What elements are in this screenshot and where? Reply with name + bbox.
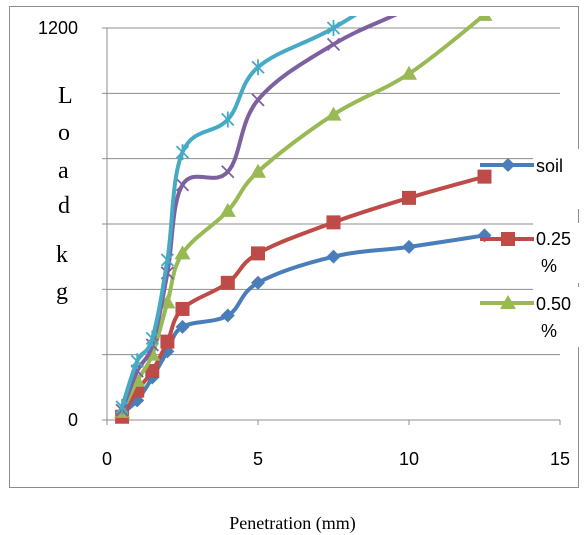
data-point	[220, 308, 235, 323]
data-point	[250, 163, 266, 178]
data-point	[326, 215, 341, 230]
y-axis-title-letter: g	[56, 279, 68, 305]
data-point	[174, 245, 191, 260]
legend-label-unit: %	[541, 256, 557, 276]
data-point	[221, 165, 235, 179]
y-tick-label: 0	[68, 410, 78, 430]
legend-label: 0.25	[536, 229, 571, 249]
data-point	[402, 190, 416, 205]
data-point	[326, 20, 341, 36]
x-tick-label: 10	[399, 449, 419, 469]
legend-label: 0.50	[536, 294, 571, 314]
data-point	[175, 301, 190, 316]
y-axis-title-backdrop	[46, 76, 94, 366]
data-point	[175, 144, 190, 161]
legend-backdrop	[533, 223, 585, 283]
data-point	[251, 59, 265, 76]
data-point	[402, 239, 416, 254]
data-point	[326, 37, 341, 51]
legend-backdrop	[533, 287, 585, 347]
series-unlabeled-4	[115, 16, 358, 415]
data-point	[160, 251, 175, 268]
data-point	[175, 319, 190, 334]
data-point	[326, 249, 341, 264]
series-line	[120, 16, 358, 409]
series-layer	[114, 2, 493, 424]
legend-entry: soil	[480, 149, 585, 209]
x-tick-label: 5	[253, 449, 263, 469]
y-axis-title-letter: k	[56, 242, 68, 268]
data-point	[130, 353, 144, 370]
data-point	[251, 246, 265, 261]
legend-entry: 0.25%	[480, 223, 585, 283]
legend-label: soil	[536, 156, 563, 176]
data-point	[401, 65, 417, 80]
data-point	[220, 275, 235, 290]
series-line	[120, 233, 487, 416]
data-point	[501, 232, 515, 246]
y-axis-title-letter: L	[58, 83, 73, 109]
data-point	[251, 93, 265, 107]
x-tick-label: 15	[550, 449, 570, 469]
y-axis-title-letter: o	[58, 120, 70, 146]
data-point	[501, 158, 515, 172]
y-axis-title-letter: a	[58, 158, 69, 184]
data-point	[145, 364, 160, 378]
x-tick-label: 0	[102, 449, 112, 469]
data-point	[500, 295, 516, 309]
data-point	[145, 330, 159, 347]
data-point	[251, 275, 265, 290]
data-point	[477, 169, 492, 184]
y-axis-title-letter: d	[58, 193, 70, 219]
data-point	[160, 334, 175, 349]
legend-backdrop	[533, 149, 585, 209]
data-point	[175, 178, 190, 192]
series-line	[120, 16, 487, 414]
data-point	[403, 2, 415, 14]
legend-label-unit: %	[541, 321, 557, 341]
data-point	[219, 202, 236, 217]
data-point	[115, 398, 129, 415]
series-line	[120, 174, 487, 419]
axes	[102, 27, 561, 425]
tick-labels: 0 1200 0 5 10 15	[38, 18, 570, 469]
data-point	[476, 16, 493, 21]
x-axis-title: Penetration (mm)	[229, 513, 356, 533]
y-tick-label: 1200	[38, 18, 78, 38]
data-point	[221, 111, 235, 128]
data-point	[325, 106, 342, 121]
legend-entry: 0.50%	[480, 287, 585, 347]
series-line	[120, 16, 398, 413]
